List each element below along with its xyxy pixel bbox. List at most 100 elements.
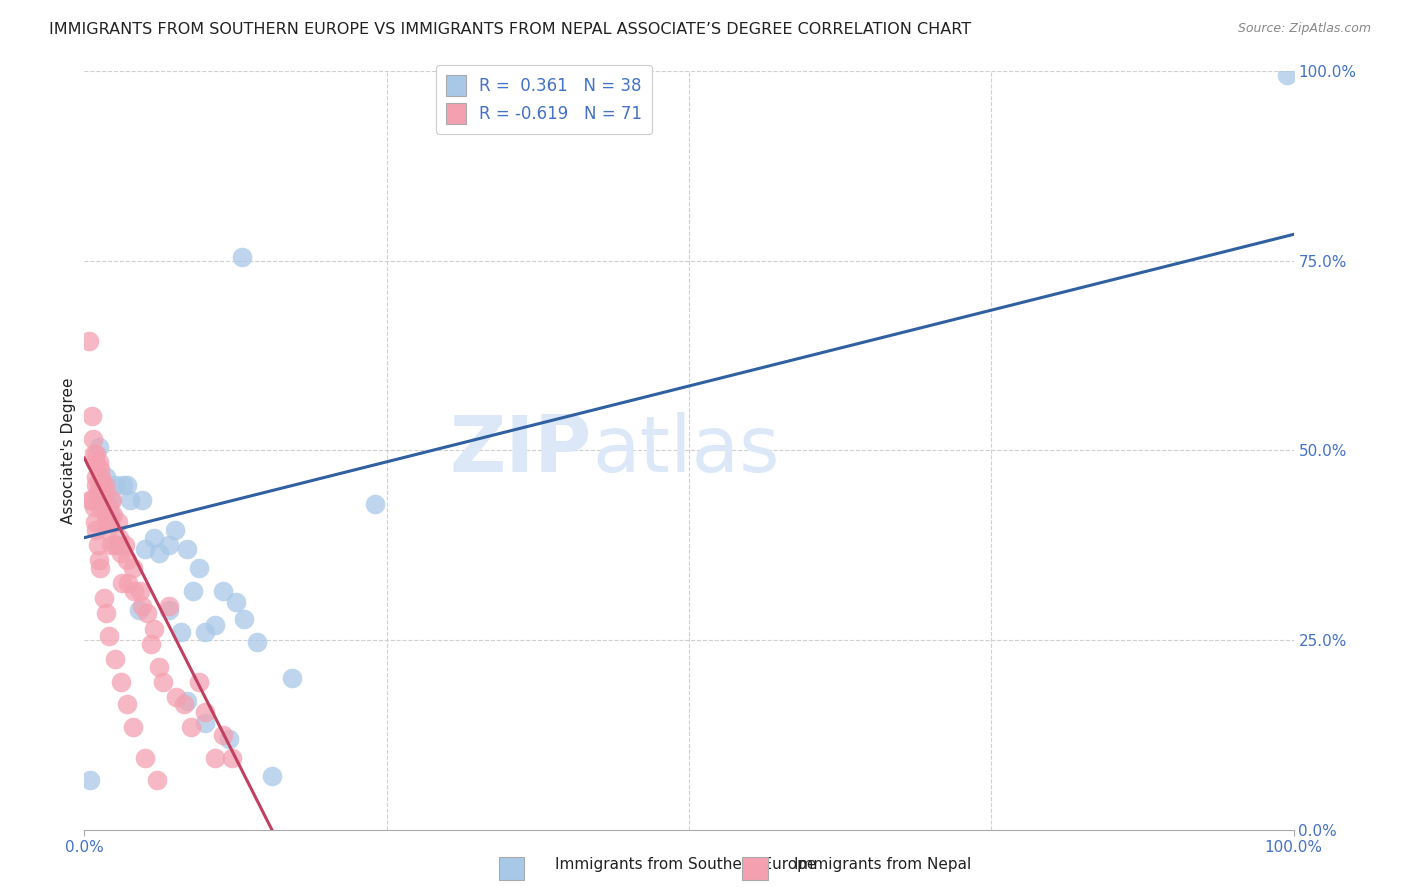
Point <box>139 637 162 651</box>
Point <box>94 470 117 484</box>
Point <box>82 432 104 446</box>
Point <box>90 470 112 484</box>
Point <box>134 750 156 764</box>
Point <box>121 720 143 734</box>
Point <box>107 516 129 530</box>
Point <box>1277 68 1299 82</box>
Point <box>86 523 108 537</box>
Point <box>100 492 122 507</box>
Point <box>89 561 111 575</box>
Point <box>143 531 166 545</box>
Point <box>83 447 105 461</box>
Point <box>136 607 159 621</box>
Point <box>94 492 117 507</box>
Point <box>100 538 122 552</box>
Point <box>114 538 136 552</box>
Point <box>128 603 150 617</box>
Point <box>111 576 134 591</box>
Point <box>204 617 226 632</box>
Point <box>115 553 138 567</box>
Point <box>89 462 111 476</box>
Point <box>94 516 117 530</box>
Text: Source: ZipAtlas.com: Source: ZipAtlas.com <box>1237 22 1371 36</box>
Point <box>131 599 153 613</box>
Point <box>79 773 101 788</box>
Point <box>86 485 108 500</box>
Point <box>91 477 114 491</box>
Point <box>165 523 187 537</box>
Point <box>157 603 180 617</box>
Point <box>89 500 111 515</box>
Point <box>112 477 135 491</box>
Point <box>281 671 304 685</box>
Point <box>87 492 110 507</box>
Point <box>117 576 139 591</box>
Point <box>176 694 198 708</box>
Point <box>146 773 169 788</box>
Point <box>98 516 121 530</box>
Point <box>121 561 143 575</box>
Point <box>212 728 235 742</box>
Point <box>204 750 226 764</box>
Point <box>87 553 110 567</box>
Point <box>101 492 124 507</box>
Point <box>108 531 131 545</box>
Point <box>122 583 145 598</box>
Point <box>181 583 204 598</box>
Point <box>94 477 117 491</box>
Point <box>103 508 125 522</box>
Point <box>363 496 385 510</box>
Point <box>148 659 170 673</box>
Point <box>148 546 170 560</box>
Point <box>107 538 129 552</box>
Point <box>83 500 105 515</box>
Point <box>91 492 114 507</box>
Point <box>86 470 108 484</box>
Point <box>86 477 108 491</box>
Text: atlas: atlas <box>592 412 780 489</box>
Point <box>246 634 269 648</box>
Point <box>86 485 108 500</box>
Point <box>96 523 118 537</box>
Point <box>194 625 217 640</box>
Point <box>115 698 138 712</box>
Point <box>77 334 100 348</box>
Point <box>188 674 211 689</box>
Point <box>115 477 138 491</box>
Point <box>80 492 103 507</box>
Point <box>93 591 115 606</box>
Point <box>134 542 156 557</box>
Point <box>173 698 195 712</box>
Point <box>165 690 187 704</box>
Point <box>188 561 211 575</box>
Point <box>93 492 115 507</box>
Point <box>97 500 120 515</box>
Point <box>225 595 247 609</box>
Point <box>104 652 127 666</box>
Point <box>110 546 132 560</box>
Point <box>110 674 132 689</box>
Y-axis label: Associate's Degree: Associate's Degree <box>60 377 76 524</box>
Point <box>129 583 152 598</box>
Point <box>218 731 240 746</box>
Point <box>100 508 122 522</box>
Point <box>84 455 107 469</box>
Text: ZIP: ZIP <box>450 412 592 489</box>
Point <box>87 455 110 469</box>
Point <box>84 516 107 530</box>
Point <box>194 716 217 731</box>
Point <box>94 508 117 522</box>
Legend: R =  0.361   N = 38, R = -0.619   N = 71: R = 0.361 N = 38, R = -0.619 N = 71 <box>436 64 652 134</box>
Point <box>104 538 127 552</box>
Point <box>79 492 101 507</box>
Point <box>86 538 108 552</box>
Point <box>80 409 103 424</box>
Point <box>231 250 253 264</box>
Point <box>221 750 243 764</box>
Text: Immigrants from Southern Europe: Immigrants from Southern Europe <box>555 857 817 872</box>
Point <box>131 492 153 507</box>
Point <box>97 629 120 643</box>
Point <box>233 612 256 626</box>
Point <box>94 607 117 621</box>
Point <box>180 720 202 734</box>
